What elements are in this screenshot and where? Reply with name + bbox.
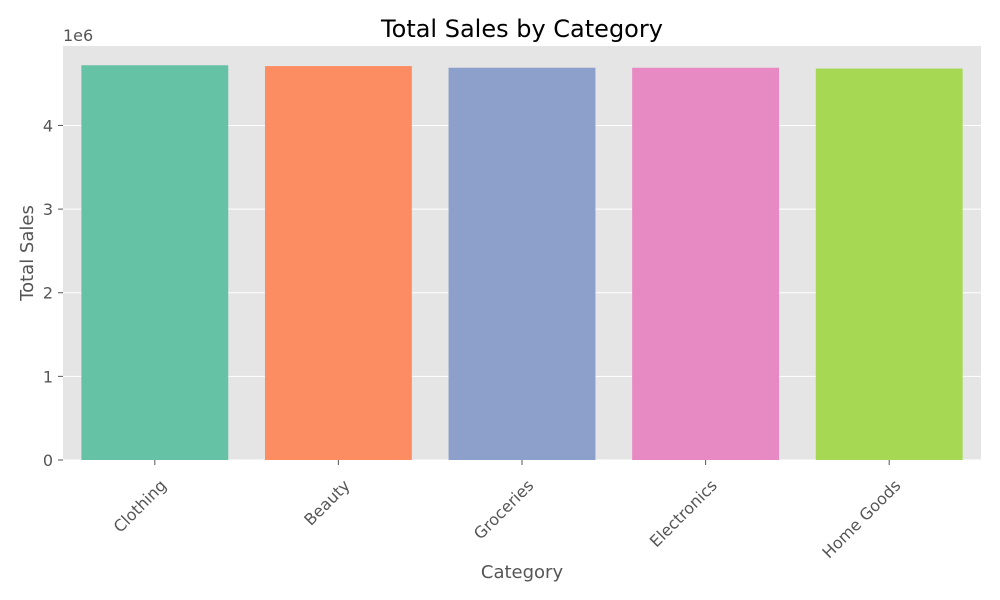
chart-title: Total Sales by Category xyxy=(380,15,663,43)
y-tick-label: 3 xyxy=(43,200,53,219)
x-axis-ticks: Clothing Beauty Groceries Electronics Home G… xyxy=(110,460,905,562)
x-tick-label: Groceries xyxy=(470,476,537,543)
x-tick-label: Home Goods xyxy=(818,476,904,562)
y-axis-ticks: 0 1 2 3 4 xyxy=(43,116,63,470)
bars xyxy=(81,65,963,461)
bar-home-goods xyxy=(815,68,963,460)
bar-electronics xyxy=(632,67,780,460)
x-tick-label: Clothing xyxy=(110,476,171,537)
y-tick-label: 0 xyxy=(43,451,53,470)
x-axis-label: Category xyxy=(481,562,564,583)
y-axis-label: Total Sales xyxy=(17,205,38,302)
bar-clothing xyxy=(81,65,229,461)
bar-groceries xyxy=(448,67,596,460)
x-tick-label: Electronics xyxy=(646,476,721,551)
x-tick-label: Beauty xyxy=(300,476,353,529)
y-tick-label: 1 xyxy=(43,367,53,386)
y-offset-label: 1e6 xyxy=(63,26,93,45)
bar-beauty xyxy=(264,66,412,460)
y-tick-label: 4 xyxy=(43,116,53,135)
y-tick-label: 2 xyxy=(43,284,53,303)
